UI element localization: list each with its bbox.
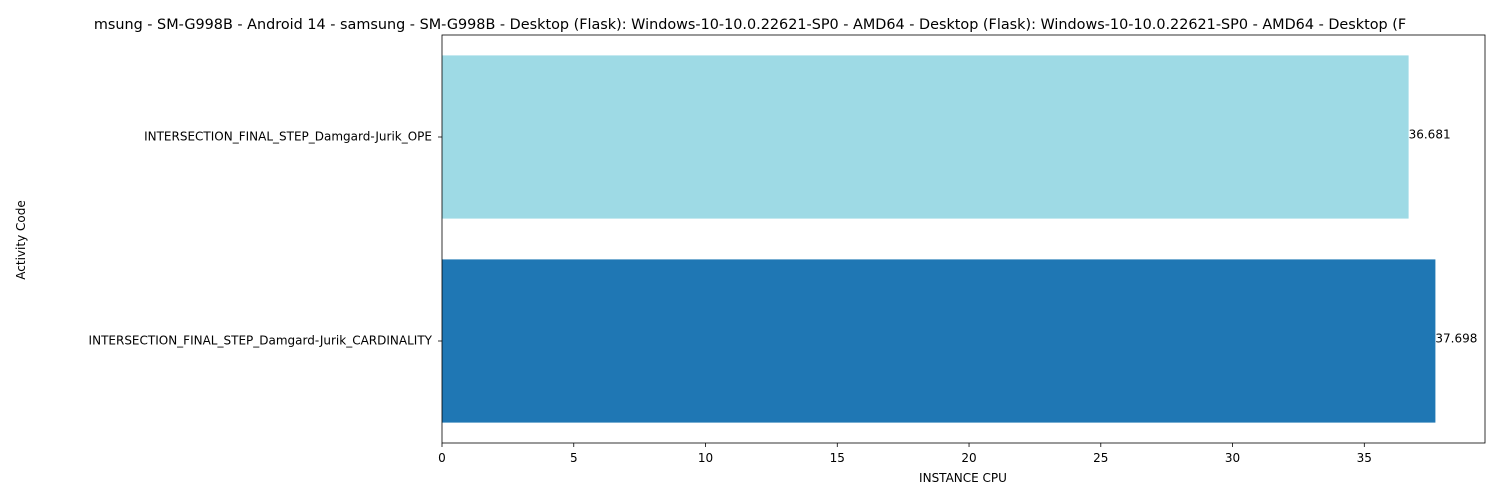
- x-tick-label: 35: [1357, 451, 1372, 465]
- x-tick-label: 20: [961, 451, 976, 465]
- x-axis-label: INSTANCE CPU: [919, 471, 1007, 485]
- y-tick-label: INTERSECTION_FINAL_STEP_Damgard-Jurik_CA…: [89, 334, 433, 348]
- y-tick-label: INTERSECTION_FINAL_STEP_Damgard-Jurik_OP…: [144, 130, 432, 144]
- x-tick-label: 15: [830, 451, 845, 465]
- x-tick-label: 5: [570, 451, 578, 465]
- bar-value-label: 36.681: [1409, 128, 1451, 142]
- x-tick-label: 0: [438, 451, 446, 465]
- bar: [442, 259, 1436, 423]
- plot-area: 37.698 INTERSECTION_FINAL_STEP_Damgard-Ju…: [89, 34, 1486, 465]
- x-tick-label: 25: [1093, 451, 1108, 465]
- y-axis-label: Activity Code: [14, 200, 28, 279]
- bar-value-label: 37.698: [1435, 332, 1477, 346]
- chart-title: msung - SM-G998B - Android 14 - samsung …: [94, 17, 1406, 33]
- axes-frame: [441, 34, 1486, 444]
- bar: [442, 55, 1409, 219]
- x-tick-label: 10: [698, 451, 713, 465]
- x-tick-label: 30: [1225, 451, 1240, 465]
